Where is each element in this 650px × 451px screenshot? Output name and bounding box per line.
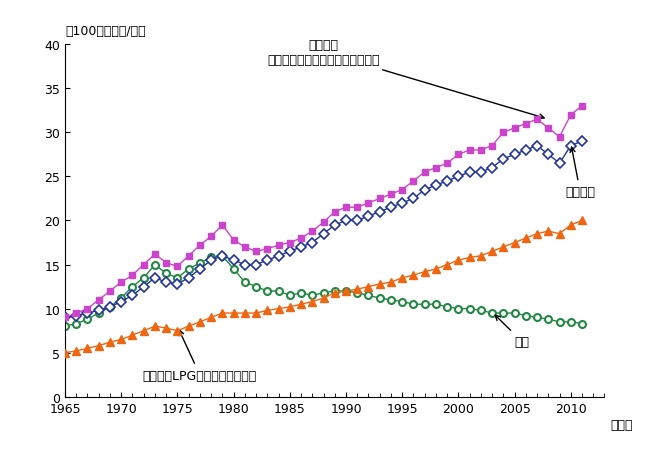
- Text: 中間留分
（灯油、軽油、ジェット燃料等）: 中間留分 （灯油、軽油、ジェット燃料等）: [267, 39, 544, 120]
- Text: ガソリン: ガソリン: [565, 148, 595, 199]
- Text: その他（LPG、石油系ガス等）: その他（LPG、石油系ガス等）: [143, 331, 257, 382]
- Text: 重油: 重油: [495, 316, 530, 348]
- Text: （年）: （年）: [610, 418, 632, 431]
- Text: （100万バレル/日）: （100万バレル/日）: [65, 25, 146, 38]
